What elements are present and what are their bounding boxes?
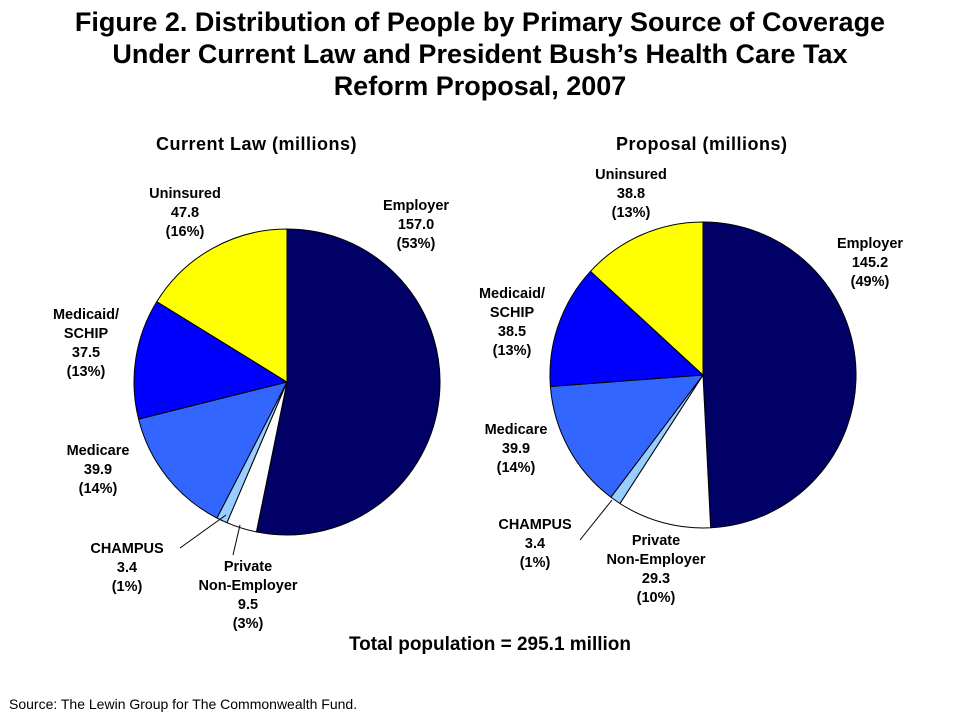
figure-title: Figure 2. Distribution of People by Prim… xyxy=(0,6,960,102)
slice-label-line: Uninsured xyxy=(595,167,667,183)
slice-label-line: 3.4 xyxy=(524,536,546,552)
slice-label-line: SCHIP xyxy=(63,326,109,342)
current-law-pie-title: Current Law (millions) xyxy=(156,134,358,154)
slice-label-line: 29.3 xyxy=(641,571,671,587)
proposal-slice-medicaid-schip xyxy=(549,270,705,388)
proposal-label-medicare: Medicare 39.9 (14%) xyxy=(485,421,548,478)
slice-label-line: Employer xyxy=(836,236,904,252)
slice-label-line: (14%) xyxy=(78,481,118,497)
title-line-2: Under Current Law and President Bush’s H… xyxy=(112,39,848,69)
slice-label-line: (53%) xyxy=(396,236,436,252)
current-law-leader-private-non-employer xyxy=(232,524,241,556)
title-line-1: Figure 2. Distribution of People by Prim… xyxy=(74,7,886,37)
slice-label-line: (13%) xyxy=(611,205,651,221)
proposal-label-uninsured: Uninsured 38.8 (13%) xyxy=(595,166,667,223)
slice-label-line: Medicare xyxy=(484,422,548,438)
slice-label-line: (10%) xyxy=(636,590,676,606)
slice-label-line: 37.5 xyxy=(71,345,101,361)
proposal-slice-medicare xyxy=(549,374,705,498)
slice-label-line: 47.8 xyxy=(170,205,200,221)
current-law-label-private-non-employer: Private Non-Employer 9.5 (3%) xyxy=(198,558,297,634)
slice-label-line: 9.5 xyxy=(237,597,259,613)
slice-label-line: Medicare xyxy=(66,443,130,459)
proposal-leader-champus xyxy=(579,499,613,541)
slice-label-line: (1%) xyxy=(519,555,551,571)
slice-label-line: Medicaid/ xyxy=(52,307,120,323)
slice-label-line: CHAMPUS xyxy=(90,541,164,557)
slice-label-line: (13%) xyxy=(66,364,106,380)
proposal-slice-employer xyxy=(702,221,857,529)
slice-label-line: (1%) xyxy=(111,579,143,595)
current-law-leader-champus xyxy=(179,514,227,549)
total-population: Total population = 295.1 million xyxy=(348,634,632,655)
proposal-label-employer: Employer 145.2 (49%) xyxy=(837,235,903,292)
slice-label-line: SCHIP xyxy=(489,305,535,321)
current-law-label-uninsured: Uninsured 47.8 (16%) xyxy=(149,185,221,242)
current-law-label-medicaid-schip: Medicaid/SCHIP 37.5 (13%) xyxy=(53,306,119,382)
slice-label-line: Non-Employer xyxy=(606,552,706,568)
proposal-label-private-non-employer: Private Non-Employer 29.3 (10%) xyxy=(606,532,705,608)
slice-label-line: Private xyxy=(631,533,681,549)
current-law-slice-medicare xyxy=(137,381,288,519)
current-law-slice-medicaid-schip xyxy=(133,300,289,420)
slice-label-line: 38.5 xyxy=(497,324,527,340)
slice-label-line: (14%) xyxy=(496,460,536,476)
slice-label-line: Uninsured xyxy=(149,186,221,202)
proposal-slice-uninsured xyxy=(589,221,704,377)
slice-label-line: (13%) xyxy=(492,343,532,359)
slice-label-line: 157.0 xyxy=(397,217,435,233)
slice-label-line: 3.4 xyxy=(116,560,138,576)
current-law-slice-employer xyxy=(255,228,441,536)
slice-label-line: 39.9 xyxy=(501,441,531,457)
slice-label-line: Medicaid/ xyxy=(478,286,546,302)
proposal-slice-private-non-employer xyxy=(619,373,712,529)
current-law-slice-uninsured xyxy=(156,228,288,383)
slice-label-line: CHAMPUS xyxy=(498,517,572,533)
slice-label-line: (16%) xyxy=(165,224,205,240)
proposal-pie-title: Proposal (millions) xyxy=(616,134,788,154)
slice-label-line: Employer xyxy=(382,198,450,214)
slice-label-line: 38.8 xyxy=(616,186,646,202)
source-note: Source: The Lewin Group for The Commonwe… xyxy=(9,696,358,712)
slice-label-line: (49%) xyxy=(850,274,890,290)
current-law-label-medicare: Medicare 39.9 (14%) xyxy=(67,442,130,499)
current-law-label-champus: CHAMPUS 3.4 (1%) xyxy=(90,540,163,597)
proposal-label-champus: CHAMPUS 3.4 (1%) xyxy=(498,516,571,573)
proposal-label-medicaid-schip: Medicaid/SCHIP 38.5 (13%) xyxy=(479,285,545,361)
slice-label-line: (3%) xyxy=(232,616,264,632)
title-line-3: Reform Proposal, 2007 xyxy=(333,71,627,101)
slice-label-line: Non-Employer xyxy=(198,578,298,594)
slice-label-line: Private xyxy=(223,559,273,575)
current-law-label-employer: Employer 157.0 (53%) xyxy=(383,197,449,254)
slice-label-line: 39.9 xyxy=(83,462,113,478)
slice-label-line: 145.2 xyxy=(851,255,889,271)
